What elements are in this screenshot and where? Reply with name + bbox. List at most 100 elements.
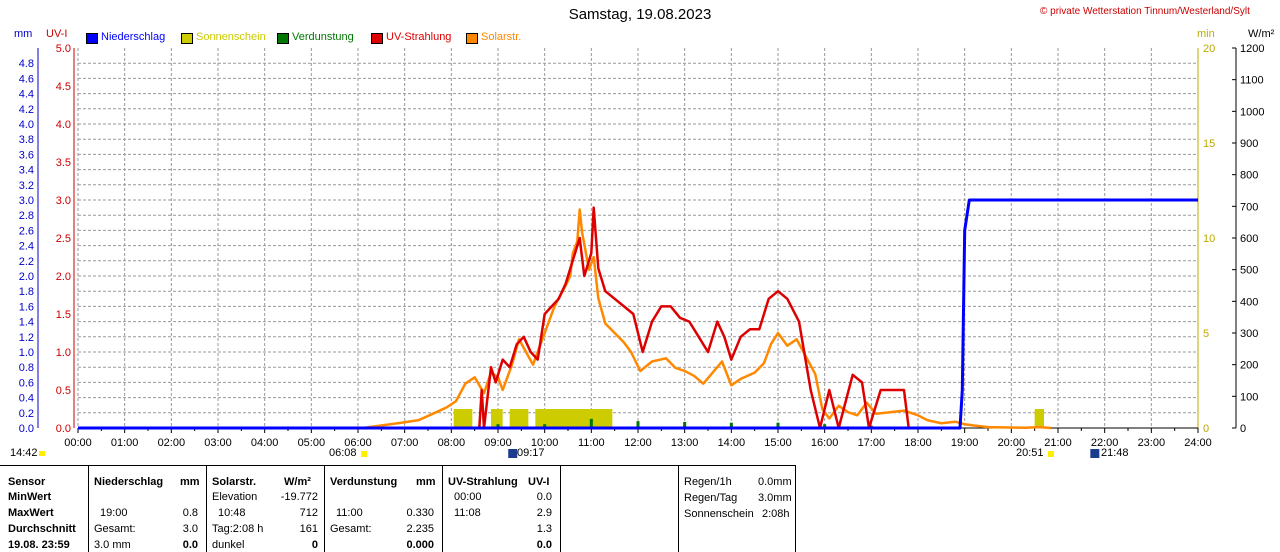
x-tick-0: 00:00 [64,437,92,449]
evaporation-bar-5 [729,422,733,428]
legend-swatch-0 [86,33,98,44]
summary-rain-day-value: 3.0mm [758,492,792,504]
chart-title: Samstag, 19.08.2023 [568,6,712,23]
x-tick-2: 02:00 [158,437,186,449]
uv-current-value: 0.0 [536,539,552,551]
x-tick-1: 01:00 [111,437,139,449]
nieder-current-value: 0.0 [182,539,198,551]
summary-sunshine-value: 2:08h [762,508,790,520]
solar-elev-value: -19.772 [280,491,318,503]
solar-unit: W/m² [284,476,311,488]
mm-tick-8: 1.6 [19,301,34,313]
x-tick-21: 21:00 [1044,437,1072,449]
wm2-tick-1: 100 [1240,391,1258,403]
x-tick-20: 20:00 [998,437,1026,449]
legend-label-4: Solarstr. [481,31,522,43]
sensor-row-max: MaxWert [8,507,54,519]
sensor-header: Sensor [8,476,46,488]
x-tick-15: 15:00 [764,437,792,449]
x-tick-6: 06:00 [344,437,372,449]
solar-max-time: 10:48 [218,507,246,519]
uv-avg-value: 1.3 [536,523,552,535]
mm-tick-17: 3.4 [19,165,34,177]
x-tick-18: 18:00 [904,437,932,449]
evaporation-bar-6 [776,422,780,428]
solar-header: Solarstr. [212,476,257,488]
x-tick-8: 08:00 [438,437,466,449]
sunshine-bar-0 [453,409,473,428]
x-tick-12: 12:00 [624,437,652,449]
wm2-tick-2: 200 [1240,360,1258,372]
solar-max-value: 712 [299,507,318,519]
legend-label-3: UV-Strahlung [386,31,452,43]
uv-max-time: 11:08 [454,507,481,519]
mm-tick-0: 0.0 [19,423,34,435]
x-tick-7: 07:00 [391,437,419,449]
uv-tick-10: 5.0 [56,43,71,55]
verd-unit: mm [416,476,436,488]
legend-label-0: Niederschlag [101,31,166,43]
evaporation-bar-4 [683,421,687,428]
mm-tick-4: 0.8 [19,362,34,374]
evaporation-bar-0 [496,424,500,428]
wm2-tick-11: 1100 [1240,75,1264,87]
x-tick-5: 05:00 [298,437,326,449]
nieder-total-value: 3.0 [182,523,198,535]
mm-tick-5: 1.0 [19,347,34,359]
sunshine-bar-1 [491,409,503,428]
wm2-tick-10: 1000 [1240,106,1264,118]
unit-mm-label: mm [14,28,33,40]
summary-rain-1h-label: Regen/1h [684,476,732,488]
moon-marker [1090,449,1100,458]
nieder-unit: mm [180,476,200,488]
weather-chart: 0.0 0.2 0.4 0.6 0.8 1.0 1.2 1.4 1.6 1.8 2.0 2.2 2.4 2… [19,43,1264,458]
mm-tick-23: 4.6 [19,73,34,85]
series-line-niederschlag [78,198,1198,430]
summary-rain-day-label: Regen/Tag [684,492,738,504]
solar-noon-label: 09:17 [517,447,545,459]
wm2-tick-12: 1200 [1240,43,1264,55]
series-line-uvstrahlung [474,206,910,430]
mm-tick-12: 2.4 [19,241,34,253]
sunshine-bar-4 [1034,409,1044,428]
x-tick-23: 23:00 [1138,437,1166,449]
nieder-total-label: Gesamt: [94,523,136,535]
min-tick-1: 5 [1203,328,1209,340]
verd-max-value: 0.330 [406,507,434,519]
min-tick-2: 10 [1203,233,1215,245]
uv-tick-9: 4.5 [56,81,71,93]
time-left-marker [39,451,45,456]
uv-tick-7: 3.5 [56,157,71,169]
sunshine-bar-3 [535,409,613,428]
min-tick-0: 0 [1203,423,1209,435]
evaporation-bar-3 [636,421,640,428]
uv-tick-5: 2.5 [56,233,71,245]
wm2-tick-9: 900 [1240,138,1258,150]
sensor-row-min: MinWert [8,491,52,503]
series-line-solarstr [362,208,1052,430]
evaporation-bar-7 [823,424,827,428]
x-tick-14: 14:00 [718,437,746,449]
evaporation-bar-1 [543,424,547,428]
mm-tick-13: 2.6 [19,225,34,237]
summary-sunshine-label: Sonnenschein [684,508,754,520]
uv-min-time: 00:00 [454,491,482,503]
uv-tick-3: 1.5 [56,309,71,321]
solar-elev-label: Elevation [212,491,258,503]
uv-tick-1: 0.5 [56,385,71,397]
nieder-max-time: 19:00 [100,507,128,519]
legend-label-1: Sonnenschein [196,31,266,43]
wm2-tick-5: 500 [1240,265,1258,277]
x-tick-9: 09:00 [484,437,512,449]
x-tick-16: 16:00 [811,437,839,449]
solar-current-value: 0 [311,539,318,551]
mm-tick-6: 1.2 [19,332,34,344]
summary-rain-1h-value: 0.0mm [758,476,792,488]
legend-swatch-1 [181,33,193,44]
mm-tick-10: 2.0 [19,271,34,283]
x-tick-3: 03:00 [204,437,232,449]
sensor-row-date: 19.08. 23:59 [8,539,70,551]
wm2-tick-8: 800 [1240,170,1258,182]
uv-tick-8: 4.0 [56,119,71,131]
sunset-marker [1048,451,1054,457]
